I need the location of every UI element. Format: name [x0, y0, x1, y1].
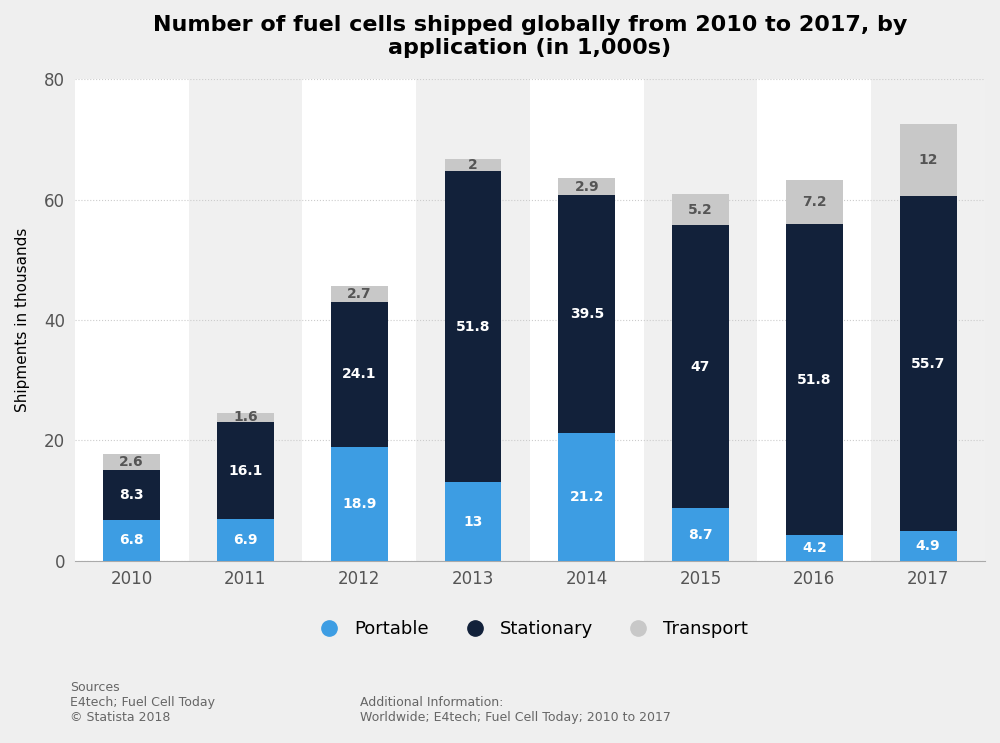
Text: 4.2: 4.2 — [802, 541, 827, 555]
Bar — [103, 520, 160, 561]
Bar — [331, 285, 388, 302]
Bar — [217, 422, 274, 519]
Text: 13: 13 — [463, 515, 483, 528]
Bar — [757, 80, 871, 561]
Bar — [558, 433, 615, 561]
Bar — [558, 195, 615, 433]
Legend: Portable, Stationary, Transport: Portable, Stationary, Transport — [304, 613, 756, 646]
Bar — [871, 80, 985, 561]
Bar — [445, 171, 501, 482]
Bar — [672, 508, 729, 561]
Bar — [786, 536, 843, 561]
Text: 8.7: 8.7 — [688, 528, 713, 542]
Text: 6.8: 6.8 — [119, 533, 144, 548]
Text: 47: 47 — [691, 360, 710, 374]
Bar — [445, 159, 501, 171]
Text: 7.2: 7.2 — [802, 195, 827, 209]
Bar — [331, 302, 388, 447]
Bar — [786, 181, 843, 224]
Bar — [530, 80, 644, 561]
Bar — [900, 124, 957, 196]
Title: Number of fuel cells shipped globally from 2010 to 2017, by
application (in 1,00: Number of fuel cells shipped globally fr… — [153, 15, 907, 58]
Text: 16.1: 16.1 — [228, 464, 263, 478]
Bar — [75, 80, 189, 561]
Text: 1.6: 1.6 — [233, 410, 258, 424]
Text: Additional Information:
Worldwide; E4tech; Fuel Cell Today; 2010 to 2017: Additional Information: Worldwide; E4tec… — [360, 696, 671, 724]
Bar — [103, 454, 160, 470]
Text: 4.9: 4.9 — [916, 539, 940, 553]
Bar — [900, 531, 957, 561]
Bar — [558, 178, 615, 195]
Text: 2.7: 2.7 — [347, 287, 372, 301]
Text: 24.1: 24.1 — [342, 368, 376, 381]
Text: 6.9: 6.9 — [233, 533, 258, 547]
Text: Sources
E4tech; Fuel Cell Today
© Statista 2018: Sources E4tech; Fuel Cell Today © Statis… — [70, 681, 215, 724]
Text: 39.5: 39.5 — [570, 308, 604, 321]
Bar — [217, 412, 274, 422]
Text: 18.9: 18.9 — [342, 497, 376, 511]
Bar — [445, 482, 501, 561]
Bar — [416, 80, 530, 561]
Text: 2.9: 2.9 — [574, 180, 599, 194]
Text: 2.6: 2.6 — [119, 455, 144, 469]
Bar — [672, 225, 729, 508]
Bar — [302, 80, 416, 561]
Bar — [217, 519, 274, 561]
Bar — [189, 80, 302, 561]
Text: 2: 2 — [468, 158, 478, 172]
Bar — [786, 224, 843, 536]
Text: 8.3: 8.3 — [119, 488, 144, 502]
Text: 51.8: 51.8 — [456, 319, 490, 334]
Bar — [644, 80, 757, 561]
Text: 51.8: 51.8 — [797, 372, 832, 386]
Text: 12: 12 — [918, 153, 938, 167]
Bar — [103, 470, 160, 520]
Text: 55.7: 55.7 — [911, 357, 945, 371]
Y-axis label: Shipments in thousands: Shipments in thousands — [15, 228, 30, 412]
Text: 5.2: 5.2 — [688, 203, 713, 217]
Bar — [672, 194, 729, 225]
Bar — [331, 447, 388, 561]
Bar — [900, 196, 957, 531]
Text: 21.2: 21.2 — [570, 490, 604, 504]
